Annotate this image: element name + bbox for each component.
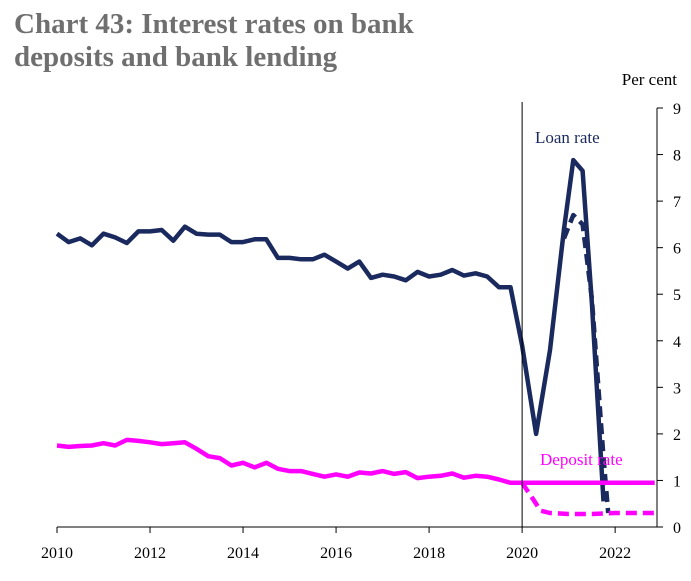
x-tick-label-6: 2022 xyxy=(599,545,631,562)
series-line-0 xyxy=(55,157,606,502)
plot-lines xyxy=(55,157,655,517)
y-tick-label-6: 6 xyxy=(673,241,681,258)
labels: Per cent Loan rate Deposit rate xyxy=(535,70,677,469)
y-tick-label-4: 4 xyxy=(673,334,681,351)
y-tick-label-7: 7 xyxy=(673,194,681,211)
deposit-rate-label: Deposit rate xyxy=(540,450,623,469)
chart-title-line2: deposits and bank lending xyxy=(14,41,338,73)
y-tick-label-2: 2 xyxy=(673,427,681,444)
x-tick-label-1: 2012 xyxy=(134,545,166,562)
x-tick-label-5: 2020 xyxy=(506,545,538,562)
y-tick-label-9: 9 xyxy=(673,101,681,118)
series-line-3 xyxy=(520,481,655,517)
x-tick-label-2: 2014 xyxy=(227,545,259,562)
x-tick-label-3: 2016 xyxy=(320,545,352,562)
y-tick-label-1: 1 xyxy=(673,473,681,490)
loan-rate-label: Loan rate xyxy=(535,128,600,147)
chart-title: Chart 43: Interest rates on bank deposit… xyxy=(14,8,414,74)
y-tick-label-5: 5 xyxy=(673,287,681,304)
y-tick-label-0: 0 xyxy=(673,520,681,537)
chart-title-line1: Chart 43: Interest rates on bank xyxy=(14,8,414,40)
axes: 2010 2012 2014 2016 2018 2020 2022 0 1 2 3 4 5 6 7 8 9 xyxy=(41,101,681,562)
y-tick-label-3: 3 xyxy=(673,380,681,397)
x-tick-label-4: 2018 xyxy=(413,545,445,562)
y-axis-unit-label: Per cent xyxy=(622,70,678,89)
series-line-2 xyxy=(56,437,655,486)
x-tick-label-0: 2010 xyxy=(41,545,73,562)
series-line-1 xyxy=(561,212,611,514)
y-tick-label-8: 8 xyxy=(673,148,681,165)
